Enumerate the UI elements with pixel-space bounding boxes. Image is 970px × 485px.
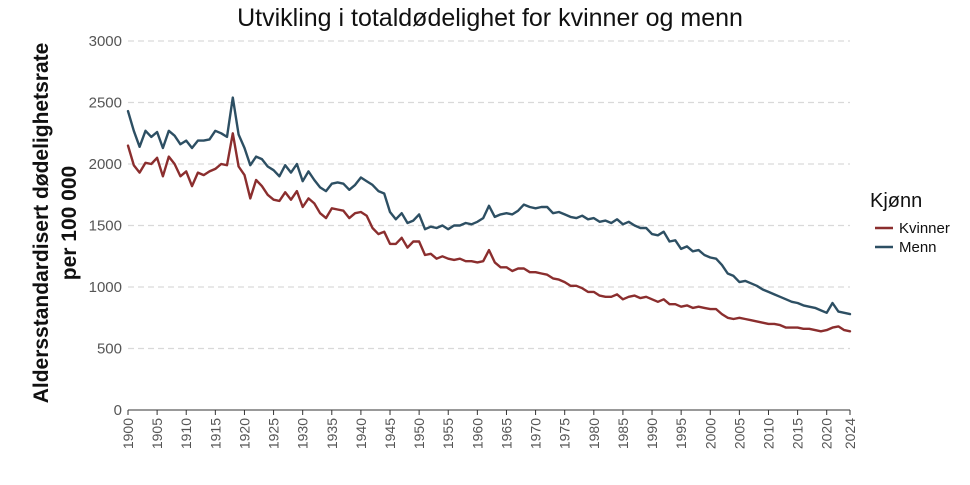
x-tick-label-1915: 1915 [207,418,223,449]
x-tick-label-2015: 2015 [790,418,806,449]
x-tick-label-1990: 1990 [644,418,660,449]
x-tick-label-1955: 1955 [440,418,456,449]
x-tick-label-2005: 2005 [731,418,747,449]
x-tick-label-1930: 1930 [295,418,311,449]
y-tick-label-0: 0 [114,402,122,419]
y-tick-label-1000: 1000 [89,279,122,296]
x-tick-label-1935: 1935 [324,418,340,449]
y-tick-label-2000: 2000 [89,156,122,173]
x-tick-label-2010: 2010 [760,418,776,449]
y-tick-label-1500: 1500 [89,218,122,235]
legend-label-kvinner: Kvinner [899,220,950,237]
y-axis-label-line-1: Aldersstandardisert dødelighetsrate [30,43,53,404]
x-tick-label-1950: 1950 [411,418,427,449]
x-tick-label-1960: 1960 [469,418,485,449]
y-tick-label-3000: 3000 [89,33,122,50]
x-tick-label-1985: 1985 [615,418,631,449]
x-tick-label-2024: 2024 [842,418,858,449]
x-tick-label-1900: 1900 [120,418,136,449]
x-tick-label-1925: 1925 [266,418,282,449]
x-tick-label-1970: 1970 [528,418,544,449]
x-tick-label-1910: 1910 [178,418,194,449]
x-tick-label-2000: 2000 [702,418,718,449]
x-tick-label-1940: 1940 [353,418,369,449]
legend: Kjønn Kvinner Menn [870,190,950,256]
chart-title: Utvikling i totaldødelighet for kvinner … [237,4,743,32]
y-tick-label-2500: 2500 [89,95,122,112]
series-lines [126,96,852,333]
x-tick-label-1980: 1980 [586,418,602,449]
x-tick-label-1945: 1945 [382,418,398,449]
x-tick-label-1905: 1905 [149,418,165,449]
legend-label-menn: Menn [899,239,937,256]
y-axis-label-line-2: per 100 000 [58,166,81,280]
x-tick-label-1920: 1920 [236,418,252,449]
legend-title: Kjønn [870,190,922,212]
x-axis-ticks: 1900 1905 1910 1915 1920 1925 1930 1935 1940 1945… [120,410,858,449]
x-tick-label-1975: 1975 [557,418,573,449]
x-tick-label-1995: 1995 [673,418,689,449]
series-line-menn [126,96,852,316]
x-tick-label-1965: 1965 [498,418,514,449]
y-axis-label: Aldersstandardisert dødelighetsrate per … [30,43,81,404]
x-tick-label-2020: 2020 [819,418,835,449]
series-line-kvinner [126,132,852,333]
gridlines [128,40,850,350]
y-tick-label-500: 500 [97,341,122,358]
y-axis-ticks: 0 500 1000 1500 2000 2500 3000 [89,33,122,419]
